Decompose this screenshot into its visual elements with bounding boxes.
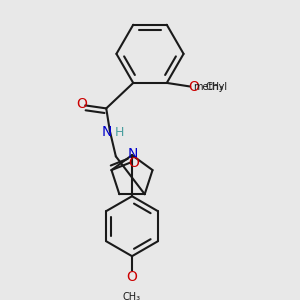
Text: H: H (115, 126, 124, 139)
Text: O: O (188, 80, 199, 94)
Text: O: O (128, 156, 140, 170)
Text: N: N (128, 147, 138, 161)
Text: CH₃: CH₃ (205, 82, 223, 92)
Text: N: N (102, 125, 112, 140)
Text: CH₃: CH₃ (123, 292, 141, 300)
Text: O: O (76, 98, 87, 112)
Text: O: O (127, 270, 137, 284)
Text: methyl: methyl (193, 82, 227, 92)
